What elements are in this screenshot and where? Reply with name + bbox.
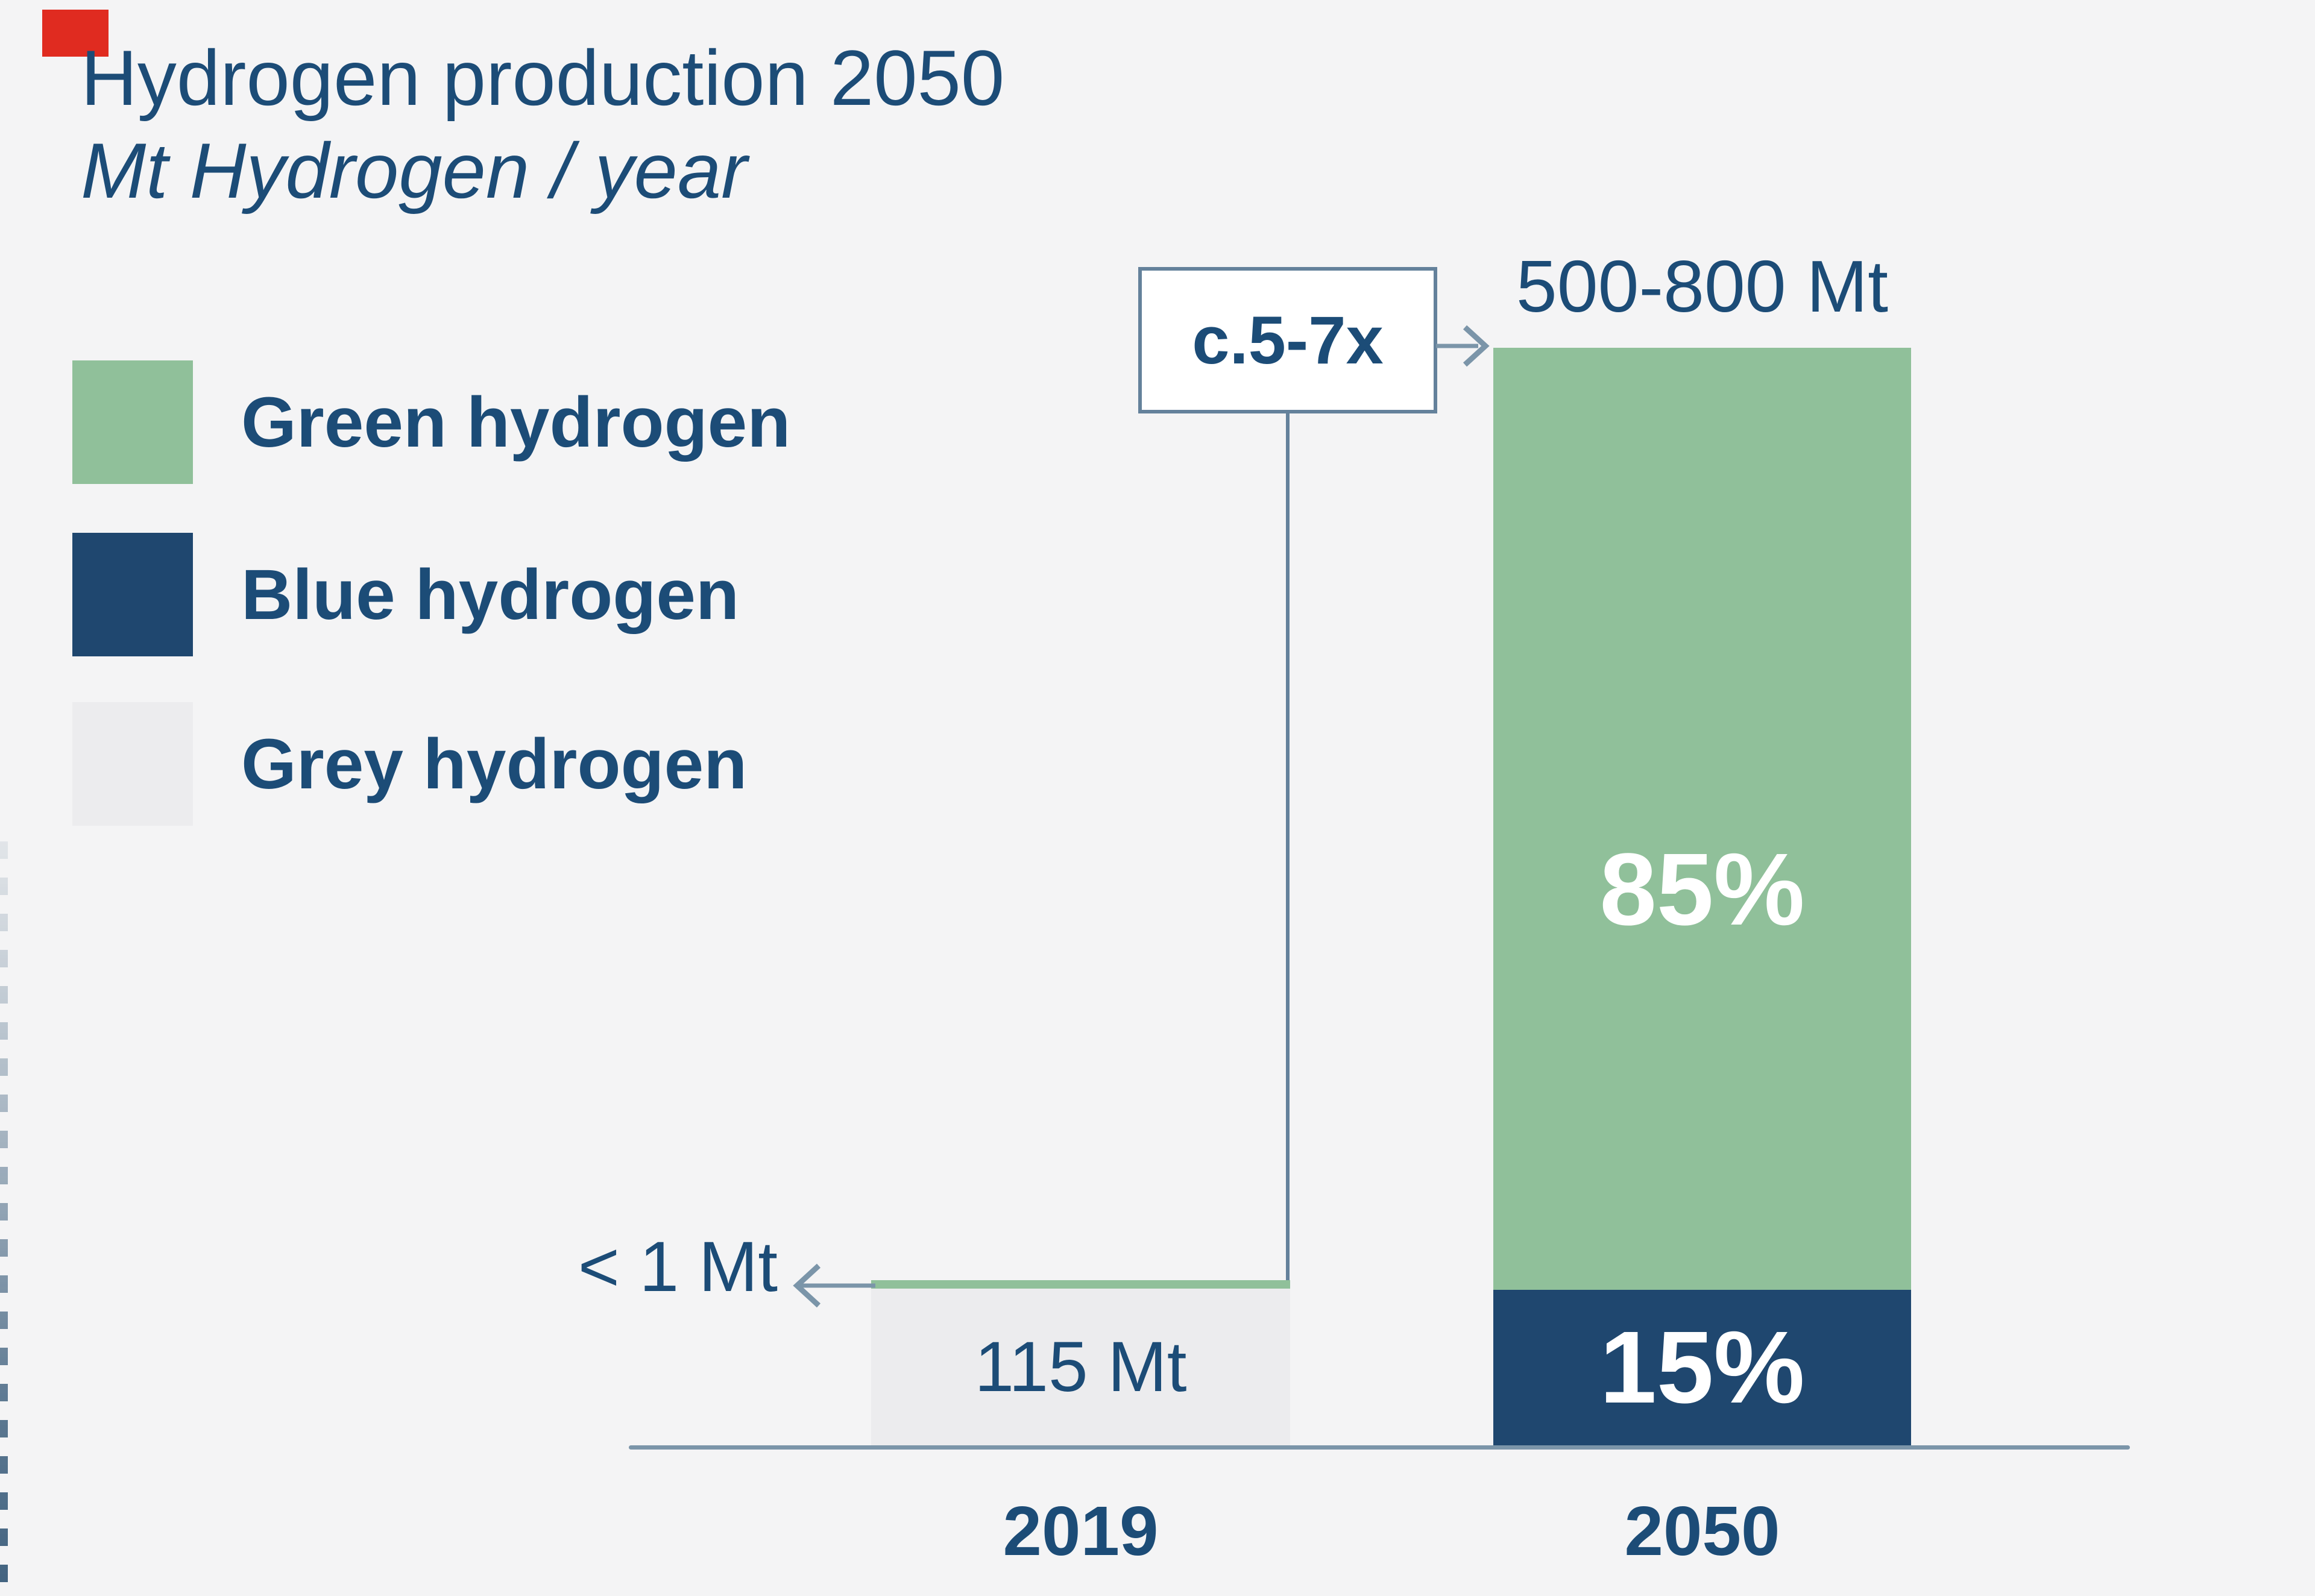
- page-title: Hydrogen production 2050: [81, 34, 1005, 122]
- legend-item-grey: Grey hydrogen: [72, 702, 747, 826]
- legend-item-green: Green hydrogen: [72, 360, 790, 484]
- legend-swatch-blue: [72, 533, 193, 656]
- legend-label-blue: Blue hydrogen: [241, 555, 740, 635]
- bar-2050-blue-share-label: 15%: [1599, 1310, 1805, 1425]
- x-axis-label-2019: 2019: [1003, 1492, 1159, 1570]
- chart-title-block: Hydrogen production 2050 Mt Hydrogen / y…: [81, 31, 1004, 217]
- red-accent-square: [42, 10, 109, 57]
- multiplier-connector-line: [1286, 413, 1290, 1280]
- bar-2050-green-segment: [1493, 348, 1911, 1290]
- x-axis-line: [629, 1445, 2130, 1450]
- legend-label-grey: Grey hydrogen: [241, 724, 748, 804]
- legend-swatch-grey: [72, 702, 193, 826]
- multiplier-box: c.5-7x: [1138, 267, 1437, 413]
- bar-2050-total-label: 500-800 Mt: [1516, 245, 1889, 327]
- bar-2019-green-value-label: < 1 Mt: [578, 1227, 778, 1307]
- bar-2050-blue-segment: 15%: [1493, 1290, 1911, 1445]
- bar-2019-green-sliver: [871, 1280, 1290, 1289]
- arrow-left-icon: [793, 1263, 875, 1308]
- page-subtitle: Mt Hydrogen / year: [81, 127, 748, 215]
- left-dashed-border: [0, 841, 8, 1596]
- arrow-right-icon: [1436, 325, 1490, 367]
- x-axis-label-2050: 2050: [1624, 1492, 1780, 1570]
- legend-swatch-green: [72, 360, 193, 484]
- legend-label-green: Green hydrogen: [241, 382, 791, 462]
- bar-2050-green-share-label: 85%: [1599, 832, 1805, 947]
- bar-2019-grey-segment: 115 Mt: [871, 1289, 1290, 1445]
- legend-item-blue: Blue hydrogen: [72, 533, 739, 656]
- bar-2019-total-label: 115 Mt: [974, 1327, 1187, 1407]
- multiplier-label: c.5-7x: [1192, 303, 1384, 378]
